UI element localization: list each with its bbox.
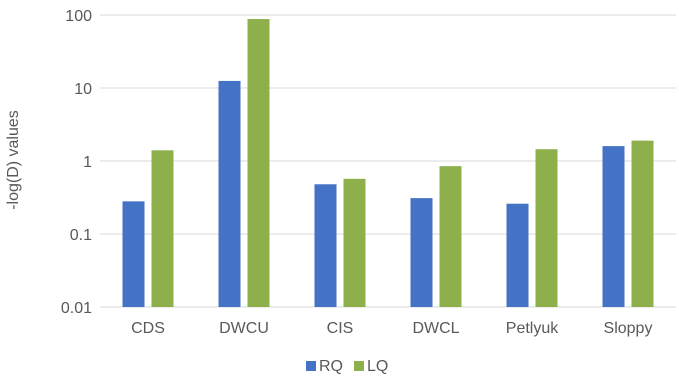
- x-tick-label: CDS: [131, 320, 165, 337]
- bar-lq-dwcu: [247, 19, 270, 307]
- bar-lq-dwcl: [439, 166, 462, 307]
- y-tick-label: 100: [65, 8, 92, 25]
- bar-lq-cis: [343, 178, 366, 307]
- x-tick-label: Petlyuk: [506, 320, 559, 337]
- bar-rq-sloppy: [602, 146, 625, 307]
- legend-label-lq: LQ: [367, 358, 388, 375]
- y-tick-label: 0.1: [70, 227, 92, 244]
- gridlines: [100, 14, 676, 308]
- x-tick-label: DWCL: [412, 320, 459, 337]
- legend-label-rq: RQ: [319, 358, 343, 375]
- y-tick-label: 1: [83, 154, 92, 171]
- bar-rq-cis: [314, 184, 337, 307]
- legend: RQ LQ: [306, 358, 388, 375]
- bar-lq-sloppy: [631, 140, 654, 307]
- legend-swatch-rq: [306, 361, 316, 371]
- x-tick-label: DWCU: [219, 320, 269, 337]
- bar-lq-cds: [151, 150, 174, 307]
- bar-lq-petlyuk: [535, 149, 558, 307]
- bar-rq-cds: [122, 201, 145, 307]
- bars: [122, 19, 654, 307]
- y-tick-label: 0.01: [61, 300, 92, 317]
- bar-rq-dwcu: [218, 80, 241, 307]
- bar-rq-dwcl: [410, 198, 433, 307]
- bar-rq-petlyuk: [506, 203, 529, 307]
- y-axis-tick-labels: 0.01 0.1 1 10 100: [61, 8, 92, 317]
- x-tick-label: Sloppy: [604, 320, 653, 337]
- y-tick-label: 10: [74, 81, 92, 98]
- legend-swatch-lq: [354, 361, 364, 371]
- x-tick-label: CIS: [327, 320, 354, 337]
- y-axis-title: -log(D) values: [5, 110, 22, 210]
- x-axis-tick-labels: CDS DWCU CIS DWCL Petlyuk Sloppy: [131, 320, 652, 337]
